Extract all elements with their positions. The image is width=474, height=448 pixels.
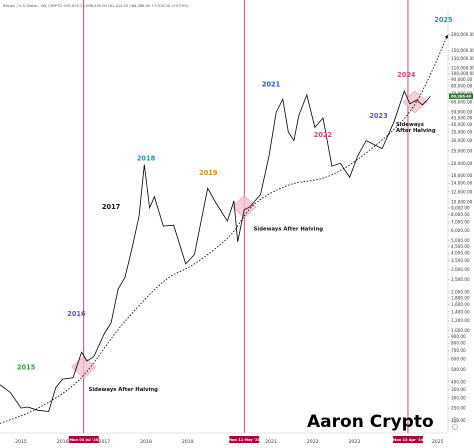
x-tick-label: 2023 bbox=[348, 439, 360, 445]
annotation-2-line-0: Sideways bbox=[396, 122, 424, 128]
annotations: Sideways After Halving Sideways After Hal… bbox=[89, 122, 436, 393]
y-tick-label: 4,500.00 bbox=[451, 244, 470, 249]
annotation-0-line-0: Sideways After Halving bbox=[89, 387, 159, 393]
y-tick-label: 1,400.00 bbox=[451, 309, 470, 314]
y-tick-label: 8,000.00 bbox=[451, 212, 470, 217]
x-tick-label: 2025 bbox=[432, 439, 444, 445]
y-tick-label: 600.00 bbox=[451, 357, 466, 362]
y-tick-label: 9,000.00 bbox=[451, 205, 470, 210]
y-tick-label: 20,000.00 bbox=[451, 161, 473, 166]
y-tick-label: 6,000.00 bbox=[451, 228, 470, 233]
year-label-2023: 2023 bbox=[369, 112, 388, 120]
year-label-2021: 2021 bbox=[262, 81, 281, 89]
x-tick-label: 2016 bbox=[57, 439, 69, 445]
trend-arrowhead bbox=[444, 34, 449, 39]
y-tick-label: 200,000.00 bbox=[451, 32, 474, 37]
y-tick-label: 35,000.00 bbox=[451, 130, 473, 135]
price-marker-box bbox=[449, 93, 473, 99]
price-series-line bbox=[0, 89, 431, 412]
y-tick-label: 500.00 bbox=[451, 367, 466, 372]
y-tick-label: 100,000.00 bbox=[451, 71, 474, 76]
y-tick-label: 7,000.00 bbox=[451, 219, 470, 224]
chart-tool-icons bbox=[452, 417, 458, 430]
y-tick-label: 200.00 bbox=[451, 418, 466, 423]
x-axis: 2015 2016 2017 2018 2019 2021 2022 2023 2025 bbox=[15, 439, 444, 445]
trend-curve bbox=[0, 34, 449, 424]
alert-icon[interactable] bbox=[452, 417, 458, 423]
x-tick-label: 2022 bbox=[307, 439, 319, 445]
annotation-1-line-0: Sideways After Halving bbox=[254, 227, 324, 233]
halving-date-box-0 bbox=[68, 436, 99, 443]
y-tick-label: 14,000.00 bbox=[451, 181, 473, 186]
y-tick-label: 900.00 bbox=[451, 334, 466, 339]
y-tick-label: 12,000.00 bbox=[451, 189, 473, 194]
y-tick-label: 400.00 bbox=[451, 379, 466, 384]
y-tick-label: 1,200.00 bbox=[451, 318, 470, 323]
y-tick-label: 2,500.00 bbox=[451, 277, 470, 282]
y-tick-label: 250.00 bbox=[451, 406, 466, 411]
halving-date-label-2: Mon 15 Apr '24 bbox=[393, 438, 424, 442]
year-label-2018: 2018 bbox=[137, 155, 156, 163]
halving-date-label-0: Mon 04 Jul '16 bbox=[69, 438, 98, 442]
y-tick-label: 50,000.00 bbox=[451, 110, 473, 115]
y-tick-label: 350.00 bbox=[451, 387, 466, 392]
halving-zone-1 bbox=[231, 195, 257, 218]
x-tick-label: 2019 bbox=[182, 439, 194, 445]
y-tick-label: 150,000.00 bbox=[451, 48, 474, 53]
halving-date-box-2 bbox=[392, 436, 423, 443]
halving-zones bbox=[71, 90, 428, 379]
y-tick-label: 80,000.00 bbox=[451, 83, 473, 88]
y-tick-label: 3,000.00 bbox=[451, 267, 470, 272]
halving-zone-0 bbox=[71, 355, 97, 379]
year-label-2024: 2024 bbox=[397, 71, 416, 79]
y-tick-label: 4,000.00 bbox=[451, 251, 470, 256]
y-tick-label: 110,000.00 bbox=[451, 66, 474, 71]
y-tick-label: 3,500.00 bbox=[451, 258, 470, 263]
y-tick-label: 700.00 bbox=[451, 348, 466, 353]
y-tick-label: 10,000.00 bbox=[451, 199, 473, 204]
x-tick-label: 2021 bbox=[265, 439, 277, 445]
x-tick-label: 2015 bbox=[15, 439, 27, 445]
y-tick-label: 5,000.00 bbox=[451, 238, 470, 243]
price-marker-label: 66,386.40 bbox=[451, 95, 472, 99]
y-tick-label: 60,000.00 bbox=[451, 99, 473, 104]
year-labels: 2015 2016 2017 2018 2019 2021 2022 2023 2024 2025 bbox=[17, 16, 453, 371]
y-tick-label: 90,000.00 bbox=[451, 77, 473, 82]
y-tick-label: 45,000.00 bbox=[451, 115, 473, 120]
year-label-2016: 2016 bbox=[67, 310, 86, 318]
year-label-2022: 2022 bbox=[314, 131, 333, 139]
year-label-2025: 2025 bbox=[434, 16, 453, 24]
settings-icon[interactable] bbox=[452, 424, 458, 430]
y-tick-label: 300.00 bbox=[451, 395, 466, 400]
halving-date-box-1 bbox=[229, 436, 260, 443]
price-marker: 66,386.40 bbox=[449, 93, 473, 99]
y-tick-label: 16,000.00 bbox=[451, 173, 473, 178]
halving-zone-2 bbox=[402, 90, 428, 114]
y-tick-label: 1,000.00 bbox=[451, 328, 470, 333]
y-tick-label: 800.00 bbox=[451, 341, 466, 346]
annotation-2-line-1: After Halving bbox=[396, 128, 436, 134]
y-tick-label: 130,000.00 bbox=[451, 56, 474, 61]
year-label-2017: 2017 bbox=[102, 203, 121, 211]
y-tick-label: 1,600.00 bbox=[451, 302, 470, 307]
trend-arrows bbox=[444, 34, 449, 39]
brand-watermark: Aaron Crypto bbox=[307, 412, 434, 432]
y-tick-label: 30,000.00 bbox=[451, 138, 473, 143]
y-axis: 200,000.00 150,000.00 130,000.00 110,000.00… bbox=[448, 32, 474, 423]
y-tick-label: 25,000.00 bbox=[451, 148, 473, 153]
y-tick-label: 40,000.00 bbox=[451, 122, 473, 127]
x-tick-label: 2017 bbox=[99, 439, 111, 445]
chart-header: Bitcoin / U.S. Dollar, 1W, CRYPTO O62,87… bbox=[3, 4, 189, 8]
halving-date-label-1: Mon 11 May '20 bbox=[228, 438, 260, 442]
y-tick-label: 70,000.00 bbox=[451, 91, 473, 96]
year-label-2019: 2019 bbox=[199, 169, 218, 177]
year-label-2015: 2015 bbox=[17, 363, 36, 371]
y-tick-label: 2,000.00 bbox=[451, 289, 470, 294]
y-tick-label: 1,800.00 bbox=[451, 295, 470, 300]
x-tick-label: 2018 bbox=[140, 439, 152, 445]
